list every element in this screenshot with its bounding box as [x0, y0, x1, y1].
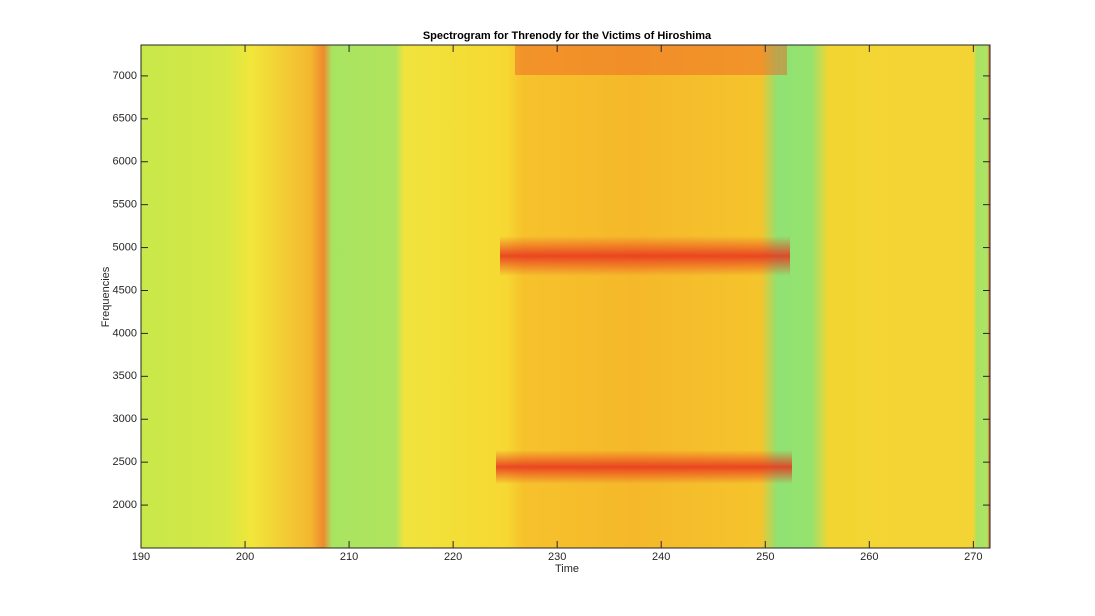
- y-tick-label: 3000: [113, 413, 137, 425]
- y-tick-label: 7000: [113, 70, 137, 82]
- x-tick-label: 220: [444, 551, 462, 563]
- y-tick-label: 3500: [113, 370, 137, 382]
- y-tick-label: 5000: [113, 241, 137, 253]
- x-tick-label: 270: [964, 551, 982, 563]
- spectrogram-band: [515, 45, 787, 75]
- spectrogram-band: [496, 450, 792, 484]
- x-tick-label: 200: [236, 551, 254, 563]
- plot-frame: [140, 44, 991, 549]
- x-tick-label: 230: [548, 551, 566, 563]
- y-tick-label: 6000: [113, 156, 137, 168]
- y-tick-label: 4500: [113, 284, 137, 296]
- spectrogram-band: [500, 236, 790, 276]
- y-tick-label: 4000: [113, 327, 137, 339]
- y-tick-label: 2000: [113, 499, 137, 511]
- y-axis-label: Frequencies: [100, 266, 112, 327]
- x-tick-label: 190: [132, 551, 150, 563]
- chart-title: Spectrogram for Threnody for the Victims…: [423, 30, 712, 42]
- x-tick-label: 260: [860, 551, 878, 563]
- x-tick-label: 240: [652, 551, 670, 563]
- y-tick-label: 2500: [113, 456, 137, 468]
- x-tick-label: 250: [756, 551, 774, 563]
- y-tick-label: 5500: [113, 199, 137, 211]
- x-tick-label: 210: [340, 551, 358, 563]
- x-axis-label: Time: [555, 563, 579, 575]
- y-tick-label: 6500: [113, 113, 137, 125]
